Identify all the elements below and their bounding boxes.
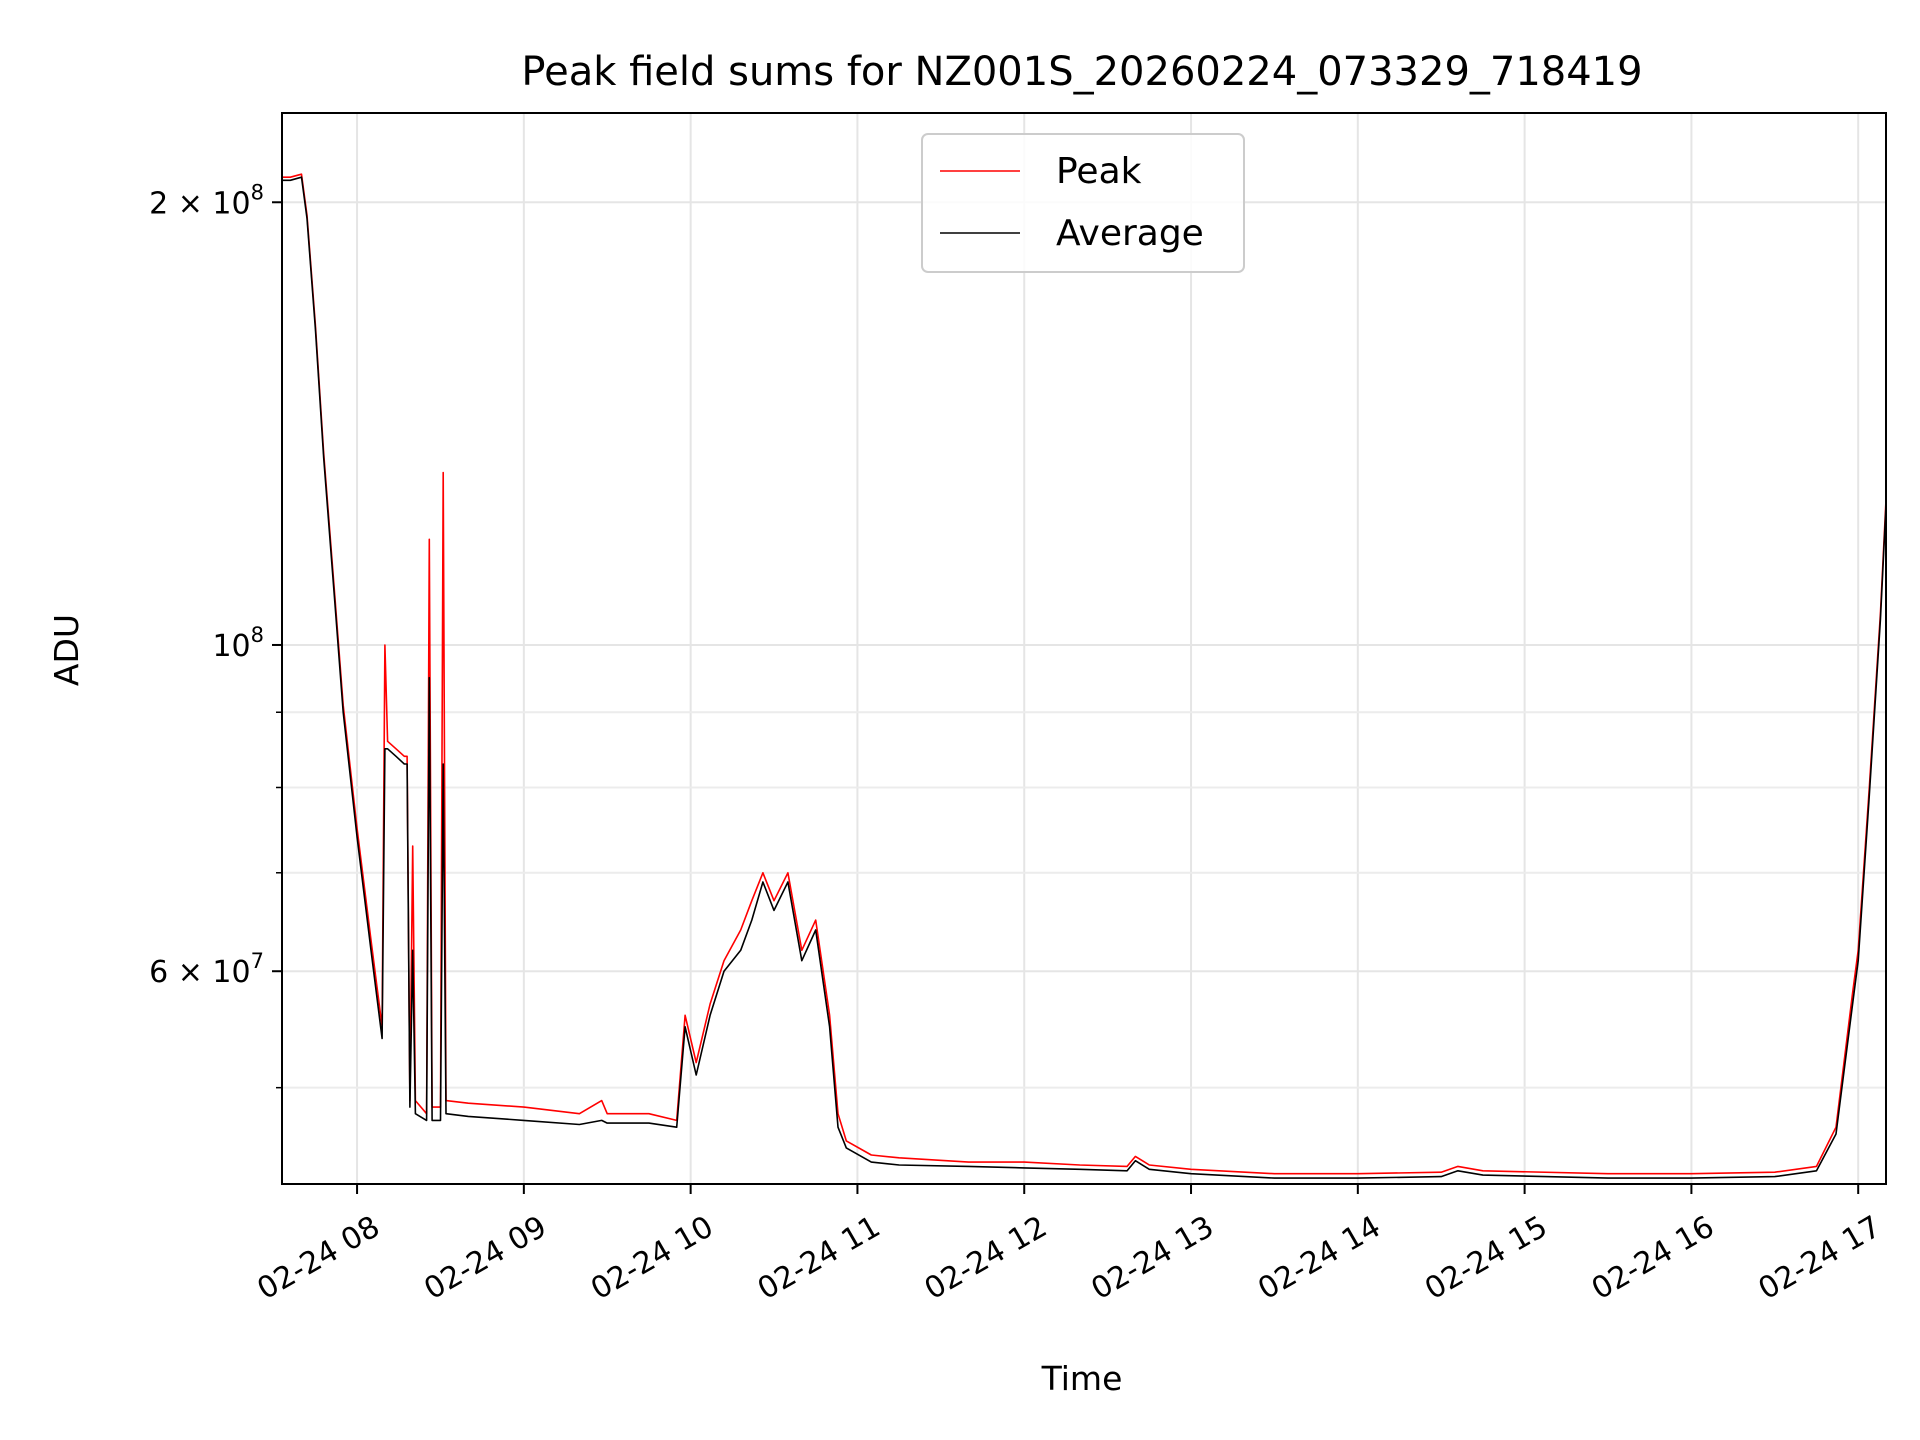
legend-box — [921, 133, 1245, 273]
y-tick-label: 6 × 107 — [149, 949, 264, 990]
legend-label-average: Average — [1056, 213, 1204, 254]
series-lines — [282, 173, 1886, 1179]
series-line-peak — [282, 173, 1886, 1175]
y-tick-label-base: 10 — [212, 629, 250, 664]
legend-label-peak: Peak — [1056, 151, 1142, 192]
series-line-average — [282, 176, 1886, 1179]
legend: Peak Average — [921, 133, 1245, 273]
plot-frame — [281, 112, 1887, 1185]
y-tick-label: 108 — [212, 623, 264, 664]
y-tick-label: 2 × 108 — [149, 180, 264, 221]
chart-title: Peak field sums for NZ001S_20260224_0733… — [521, 49, 1642, 95]
grid — [282, 113, 1886, 1184]
x-axis-title: Time — [1041, 1359, 1123, 1398]
y-tick-label-exponent: 8 — [251, 623, 264, 647]
y-axis-title: ADU — [47, 614, 86, 686]
y-tick-label-exponent: 8 — [251, 180, 264, 204]
y-tick-label-base: 6 × 10 — [149, 955, 250, 990]
y-tick-label-exponent: 7 — [251, 949, 264, 973]
y-tick-label-base: 2 × 10 — [149, 186, 250, 221]
